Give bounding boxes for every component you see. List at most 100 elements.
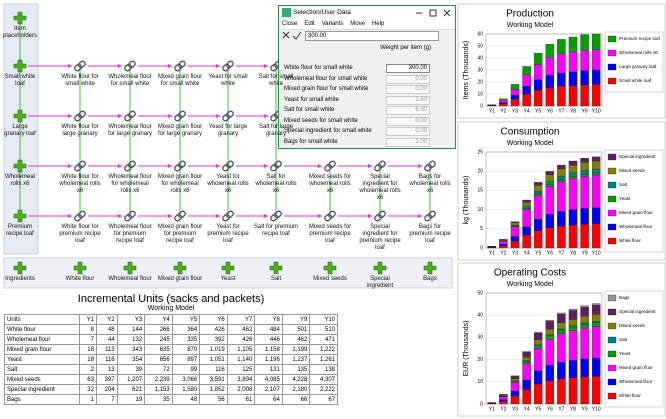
y-tick-label: 0 bbox=[480, 103, 483, 109]
y-tick-label: 0 bbox=[480, 401, 483, 407]
node-label: Salt for small white bbox=[258, 74, 294, 87]
table-cell: Yeast bbox=[4, 354, 80, 365]
list-row[interactable]: Special ingredient for small white 0.00 bbox=[282, 126, 452, 136]
legend-swatch bbox=[607, 209, 617, 217]
x-tick-label: Y9 bbox=[582, 108, 588, 114]
plot-area bbox=[485, 33, 603, 107]
y-axis-label: kg (Thousands) bbox=[463, 176, 470, 225]
legend-label: Special ingredient bbox=[619, 154, 656, 159]
edit-buttons[interactable] bbox=[282, 31, 302, 40]
menu-item[interactable]: Variants bbox=[321, 21, 344, 27]
table-cell: 1,580 bbox=[171, 384, 201, 395]
menu-item[interactable]: Close bbox=[282, 21, 298, 27]
x-tick-label: Y8 bbox=[570, 250, 576, 256]
bar-segment bbox=[580, 162, 589, 171]
bar-segment bbox=[557, 39, 566, 54]
window-controls[interactable] bbox=[413, 8, 453, 18]
node-label: White flour for wholemeal rolls x6 bbox=[59, 174, 101, 194]
table-cell: 266 bbox=[144, 324, 173, 335]
bar-segment bbox=[499, 244, 508, 246]
menu-item[interactable]: Help bbox=[371, 21, 385, 27]
link-icon bbox=[222, 113, 231, 122]
bar-segment bbox=[580, 34, 589, 51]
bar-segment bbox=[533, 339, 543, 345]
row-value: 0.00 bbox=[386, 116, 430, 126]
item-icon bbox=[13, 261, 27, 275]
bar-segment bbox=[557, 322, 566, 330]
table-cell: 132 bbox=[116, 334, 146, 345]
bar-segment bbox=[533, 185, 543, 192]
list-row[interactable]: Wholemeal flour for small white 0.00 bbox=[282, 74, 452, 84]
legend-label: Mixed seeds bbox=[619, 168, 645, 173]
bar-segment bbox=[522, 357, 531, 361]
y-tick-label: 50 bbox=[477, 290, 483, 296]
table-cell: 471 bbox=[309, 334, 338, 345]
table-cell: White flour bbox=[4, 324, 80, 335]
list-row[interactable]: Salt for small white 6.00 bbox=[282, 105, 452, 115]
node-label: Bags bbox=[423, 276, 437, 282]
legend-label: Wholemeal flour bbox=[619, 379, 653, 384]
menu-item[interactable]: Edit bbox=[304, 21, 315, 27]
item-icon bbox=[13, 59, 27, 73]
node-label: Yeast for premium recipe loaf bbox=[207, 224, 249, 244]
list-row[interactable]: Yeast for small white 1.60 bbox=[282, 95, 452, 105]
bar-segment bbox=[591, 168, 601, 174]
link-icon bbox=[327, 160, 336, 169]
row-label: Mixed seeds for small white bbox=[284, 117, 358, 124]
bar-segment bbox=[522, 74, 531, 87]
node-label: Salt for large granary bbox=[258, 124, 294, 137]
bar-segment bbox=[533, 191, 543, 195]
list-row[interactable]: Mixed seeds for small white 0.00 bbox=[282, 116, 452, 126]
row-label: White flour for small white bbox=[284, 65, 353, 71]
bar-segment bbox=[499, 399, 508, 402]
bar-segment bbox=[522, 208, 531, 210]
x-tick-label: Y2 bbox=[500, 250, 506, 256]
bar-segment bbox=[533, 348, 543, 372]
x-tick-label: Y6 bbox=[547, 108, 553, 114]
list-row[interactable]: Mixed grain flour for small white 0.00 bbox=[282, 84, 452, 94]
y-tick-label: 15 bbox=[477, 188, 483, 194]
item-icon bbox=[13, 209, 27, 223]
bar-segment bbox=[510, 380, 520, 383]
bar-segment bbox=[557, 176, 566, 180]
bar-segment bbox=[545, 214, 555, 228]
link-icon bbox=[270, 113, 279, 122]
arrow-head bbox=[118, 164, 122, 168]
legend-swatch bbox=[607, 294, 617, 302]
bar-segment bbox=[591, 207, 601, 224]
link-icon bbox=[225, 210, 234, 219]
table-cell: 72 bbox=[144, 364, 173, 375]
table-cell: 397 bbox=[95, 374, 118, 385]
table-cell: 1,237 bbox=[281, 354, 311, 365]
table-cell: Wholemeal flour bbox=[4, 334, 80, 345]
y-tick-label: 20 bbox=[477, 79, 483, 85]
node-label: Item placeholders bbox=[2, 26, 38, 39]
x-tick-label: Y3 bbox=[512, 406, 518, 412]
y-tick-label: 30 bbox=[477, 67, 483, 73]
table-cell: 426 bbox=[226, 334, 256, 345]
link-icon bbox=[324, 213, 333, 222]
list-row[interactable]: Bags for small white 1.00 bbox=[282, 137, 452, 147]
y-tick-label: 60 bbox=[477, 31, 483, 37]
bar-segment bbox=[580, 170, 589, 175]
bar-segment bbox=[499, 245, 508, 249]
bar-segment bbox=[522, 235, 531, 249]
bar-segment bbox=[522, 361, 531, 364]
table-cell: 4,228 bbox=[281, 374, 311, 385]
bar-segment bbox=[499, 240, 508, 245]
table-cell: 364 bbox=[171, 324, 201, 335]
link-icon bbox=[424, 163, 433, 172]
link-icon bbox=[222, 63, 231, 72]
link-icon bbox=[174, 163, 183, 172]
table-cell: 2,107 bbox=[254, 384, 283, 395]
menu-item[interactable]: Move bbox=[350, 21, 365, 27]
arrow-head bbox=[168, 64, 172, 68]
bar-segment bbox=[591, 172, 601, 176]
table-cell: 2,180 bbox=[281, 384, 311, 395]
arrow-head bbox=[264, 114, 268, 118]
list-row[interactable]: White flour for small white 300.00 bbox=[282, 63, 452, 73]
node-label: Mixed seeds bbox=[313, 276, 347, 282]
input-field[interactable]: 300.00 bbox=[305, 30, 439, 41]
bar-segment bbox=[533, 331, 543, 334]
arrow-head bbox=[168, 114, 172, 118]
